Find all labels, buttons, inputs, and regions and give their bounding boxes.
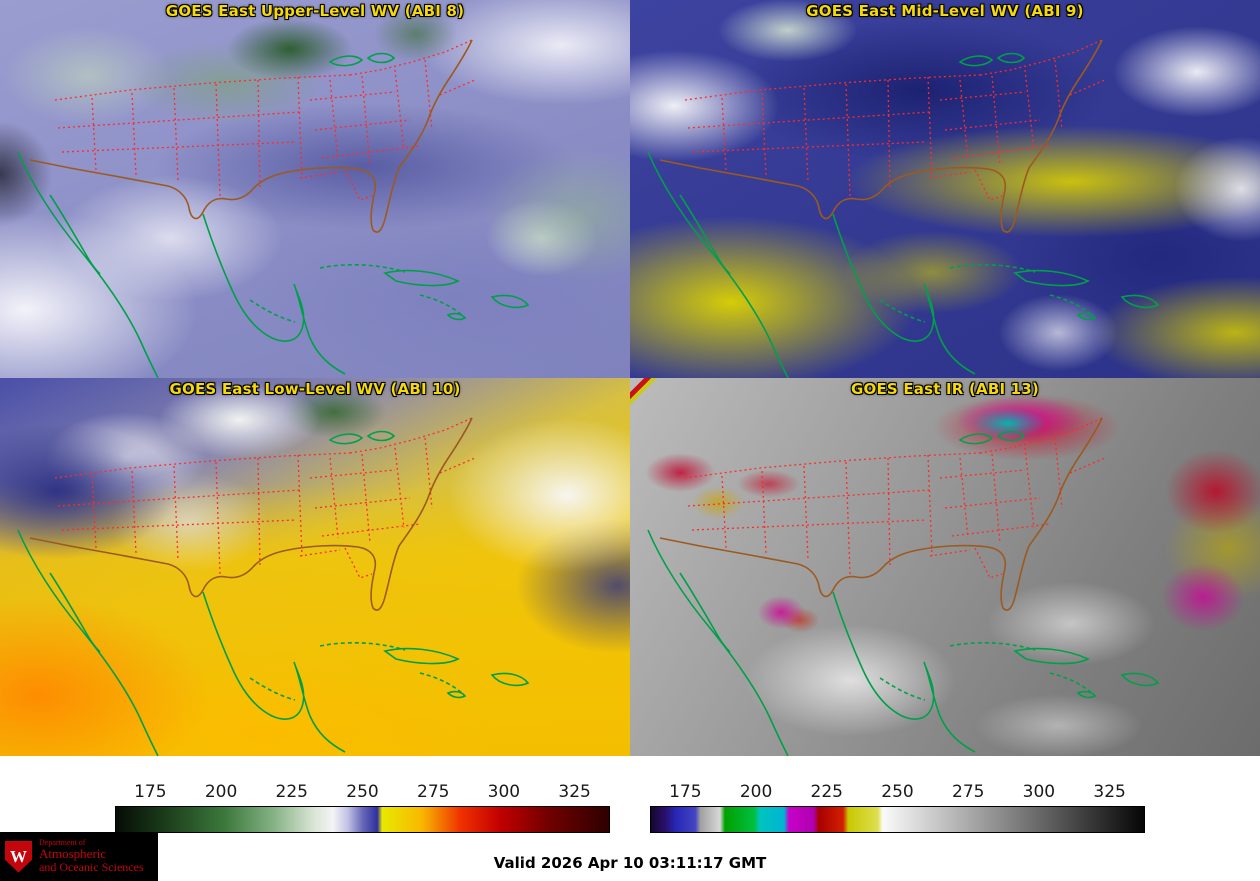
- tick-label: 250: [881, 782, 914, 802]
- ir-colorbar-gradient: [650, 806, 1145, 833]
- wv-colorbar: 175 200 225 250 275 300 325: [115, 756, 610, 848]
- panel-title-upper-level-wv: GOES East Upper-Level WV (ABI 8): [165, 2, 465, 20]
- panel-title-ir: GOES East IR (ABI 13): [850, 380, 1039, 398]
- panel-title-mid-level-wv: GOES East Mid-Level WV (ABI 9): [806, 2, 1084, 20]
- tick-label: 275: [952, 782, 985, 802]
- panel-ir: GOES East IR (ABI 13): [630, 378, 1260, 756]
- map-overlay: [647, 39, 1159, 378]
- ir-colorbar: 175 200 225 250 275 300 325: [650, 756, 1145, 848]
- tick-label: 225: [810, 782, 843, 802]
- tick-label: 325: [558, 782, 591, 802]
- tick-label: 300: [1022, 782, 1056, 802]
- panel-title-low-level-wv: GOES East Low-Level WV (ABI 10): [169, 380, 461, 398]
- panel-upper-level-wv: GOES East Upper-Level WV (ABI 8): [0, 0, 630, 378]
- tick-label: 275: [417, 782, 450, 802]
- wv-colorbar-ticks: 175 200 225 250 275 300 325: [115, 756, 610, 806]
- tick-label: 250: [346, 782, 379, 802]
- ir-colorbar-ticks: 175 200 225 250 275 300 325: [650, 756, 1145, 806]
- satellite-quad-view: GOES East Upper-Level WV (ABI 8) GOES Ea…: [0, 0, 1260, 756]
- uw-aos-logo: W Department of Atmospheric and Oceanic …: [0, 832, 158, 881]
- tick-label: 325: [1093, 782, 1126, 802]
- logo-text: Department of Atmospheric and Oceanic Sc…: [39, 837, 144, 875]
- logo-line-1: Atmospheric: [39, 846, 107, 862]
- tick-label: 300: [487, 782, 521, 802]
- map-overlay: [647, 417, 1159, 756]
- tick-label: 175: [669, 782, 702, 802]
- logo-dept-line: Department of: [39, 837, 86, 847]
- tick-label: 175: [134, 782, 167, 802]
- tick-label: 225: [275, 782, 308, 802]
- tick-label: 200: [739, 782, 773, 802]
- map-overlay: [17, 417, 529, 756]
- panel-low-level-wv: GOES East Low-Level WV (ABI 10): [0, 378, 630, 756]
- footer-strip: 175 200 225 250 275 300 325 175 200 225 …: [0, 756, 1260, 881]
- panel-mid-level-wv: GOES East Mid-Level WV (ABI 9): [630, 0, 1260, 378]
- logo-line-2: and Oceanic Sciences: [39, 860, 144, 875]
- valid-time: Valid 2026 Apr 10 03:11:17 GMT: [493, 854, 767, 872]
- tick-label: 200: [204, 782, 238, 802]
- map-overlay: [17, 39, 529, 378]
- wv-colorbar-gradient: [115, 806, 610, 833]
